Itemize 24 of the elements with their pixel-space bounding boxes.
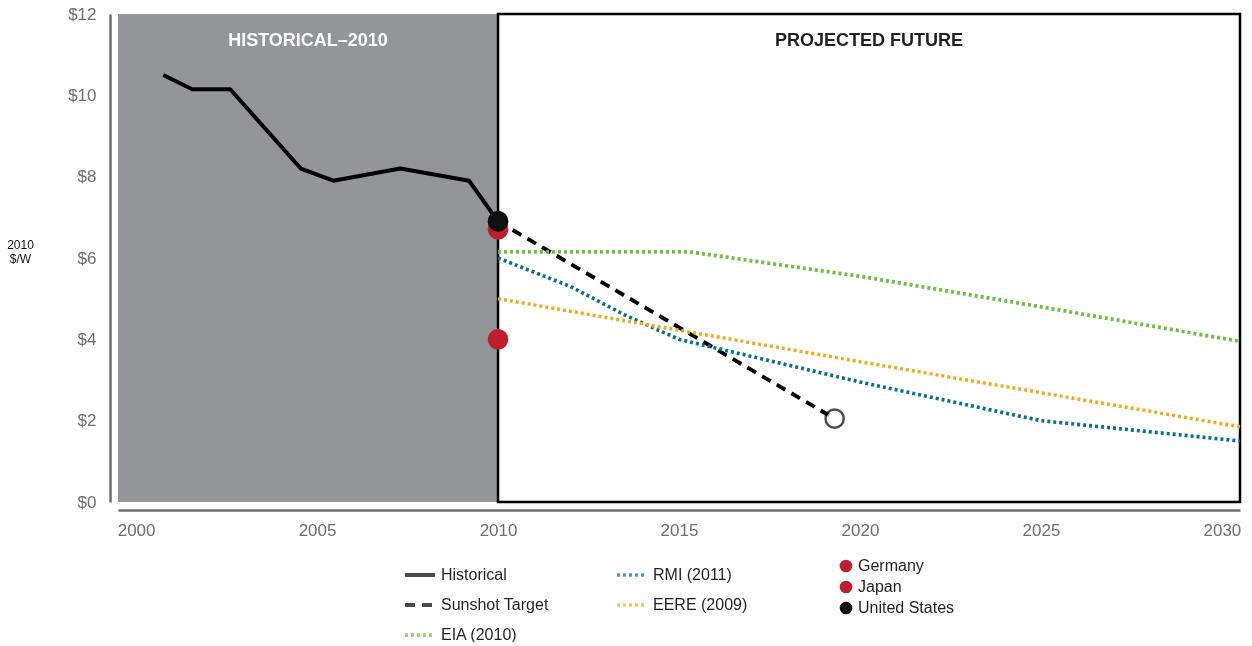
y-tick-label: $8 [77,167,97,187]
x-tick-label: 2025 [1022,520,1061,540]
y-tick-label: $4 [77,329,97,349]
legend-label: Germany [858,557,924,574]
y-tick-label: $12 [68,4,97,24]
band-label: PROJECTED FUTURE [775,30,964,50]
y-tick-label: $6 [77,248,97,268]
y-tick-label: $2 [77,411,97,431]
legend-label: Sunshot Target [441,596,549,613]
x-tick-label: 2000 [117,520,156,540]
legend-label: Historical [441,566,507,583]
legend-label: United States [858,599,955,616]
y-tick-label: $0 [77,492,97,512]
x-tick-label: 2010 [479,520,518,540]
x-tick-label: 2005 [298,520,337,540]
legend-label: RMI (2011) [653,566,732,583]
x-tick-label: 2015 [660,520,699,540]
x-tick-label: 2030 [1203,520,1242,540]
y-axis-title: 2010 $/W [7,237,35,266]
y-tick-label: $10 [68,85,97,105]
legend-label: EERE (2009) [653,596,748,613]
legend-label: Japan [858,578,902,595]
x-tick-label: 2020 [841,520,880,540]
band-label: HISTORICAL–2010 [228,30,388,50]
